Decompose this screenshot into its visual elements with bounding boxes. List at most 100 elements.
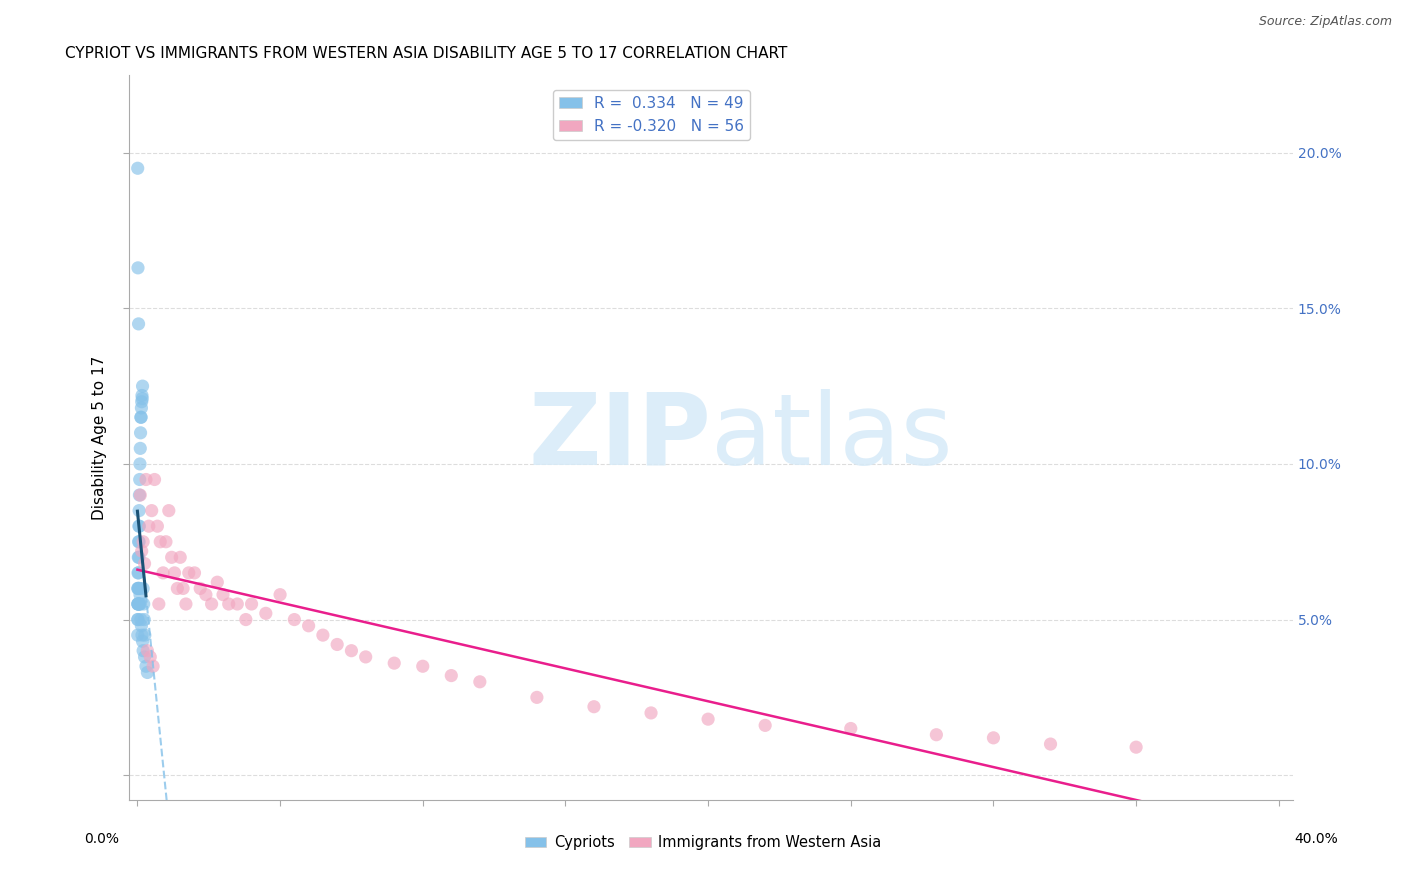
Point	[177, 566, 200, 580]
Point	[172, 582, 194, 596]
Point	[157, 503, 180, 517]
Point	[468, 674, 491, 689]
Point	[128, 566, 150, 580]
Point	[129, 410, 152, 425]
Point	[201, 597, 224, 611]
Point	[194, 588, 217, 602]
Point	[131, 392, 153, 406]
Point	[218, 597, 240, 611]
Point	[127, 260, 149, 275]
Point	[127, 628, 149, 642]
Point	[697, 712, 720, 726]
Point	[127, 582, 149, 596]
Point	[134, 557, 156, 571]
Point	[132, 582, 155, 596]
Point	[129, 588, 152, 602]
Point	[127, 582, 149, 596]
Point	[226, 597, 249, 611]
Point	[127, 613, 149, 627]
Point	[132, 643, 155, 657]
Point	[1125, 740, 1147, 755]
Text: CYPRIOT VS IMMIGRANTS FROM WESTERN ASIA DISABILITY AGE 5 TO 17 CORRELATION CHART: CYPRIOT VS IMMIGRANTS FROM WESTERN ASIA …	[65, 46, 787, 62]
Point	[129, 488, 152, 502]
Point	[326, 637, 349, 651]
Text: 0.0%: 0.0%	[84, 832, 118, 846]
Point	[640, 706, 662, 720]
Point	[134, 613, 156, 627]
Point	[127, 550, 149, 565]
Legend: Cypriots, Immigrants from Western Asia: Cypriots, Immigrants from Western Asia	[519, 830, 887, 856]
Text: Source: ZipAtlas.com: Source: ZipAtlas.com	[1258, 15, 1392, 28]
Point	[128, 597, 150, 611]
Point	[240, 597, 263, 611]
Point	[138, 519, 160, 533]
Point	[174, 597, 197, 611]
Point	[134, 628, 156, 642]
Text: 40.0%: 40.0%	[1294, 832, 1339, 846]
Point	[166, 582, 188, 596]
Point	[127, 597, 149, 611]
Point	[128, 534, 150, 549]
Point	[128, 582, 150, 596]
Point	[1039, 737, 1062, 751]
Point	[143, 473, 166, 487]
Point	[132, 597, 155, 611]
Point	[131, 619, 153, 633]
Point	[169, 550, 191, 565]
Point	[128, 534, 150, 549]
Legend: R =  0.334   N = 49, R = -0.320   N = 56: R = 0.334 N = 49, R = -0.320 N = 56	[553, 90, 749, 140]
Point	[127, 613, 149, 627]
Text: ZIP: ZIP	[529, 389, 711, 486]
Point	[128, 582, 150, 596]
Point	[128, 503, 150, 517]
Point	[135, 659, 157, 673]
Point	[283, 613, 305, 627]
Point	[127, 597, 149, 611]
Point	[128, 473, 150, 487]
Point	[839, 722, 862, 736]
Point	[298, 619, 321, 633]
Point	[128, 519, 150, 533]
Point	[127, 597, 149, 611]
Point	[142, 659, 165, 673]
Point	[754, 718, 776, 732]
Point	[127, 582, 149, 596]
Point	[412, 659, 434, 673]
Point	[135, 473, 157, 487]
Point	[128, 597, 150, 611]
Point	[131, 379, 153, 393]
Point	[136, 665, 159, 680]
Point	[160, 550, 183, 565]
Point	[131, 544, 153, 558]
Point	[129, 613, 152, 627]
Point	[127, 161, 149, 176]
Point	[129, 442, 152, 456]
Point	[129, 410, 152, 425]
Point	[183, 566, 205, 580]
Point	[340, 643, 363, 657]
Point	[131, 628, 153, 642]
Point	[382, 656, 405, 670]
Point	[132, 534, 155, 549]
Point	[235, 613, 257, 627]
Point	[128, 519, 150, 533]
Point	[129, 597, 152, 611]
Point	[128, 597, 150, 611]
Point	[131, 634, 153, 648]
Point	[139, 649, 162, 664]
Point	[188, 582, 211, 596]
Point	[141, 503, 163, 517]
Point	[440, 668, 463, 682]
Point	[152, 566, 174, 580]
Point	[155, 534, 177, 549]
Point	[254, 607, 277, 621]
Point	[146, 519, 169, 533]
Point	[526, 690, 548, 705]
Point	[163, 566, 186, 580]
Point	[128, 317, 150, 331]
Point	[269, 588, 291, 602]
Point	[129, 425, 152, 440]
Point	[354, 649, 377, 664]
Point	[129, 457, 152, 471]
Point	[128, 550, 150, 565]
